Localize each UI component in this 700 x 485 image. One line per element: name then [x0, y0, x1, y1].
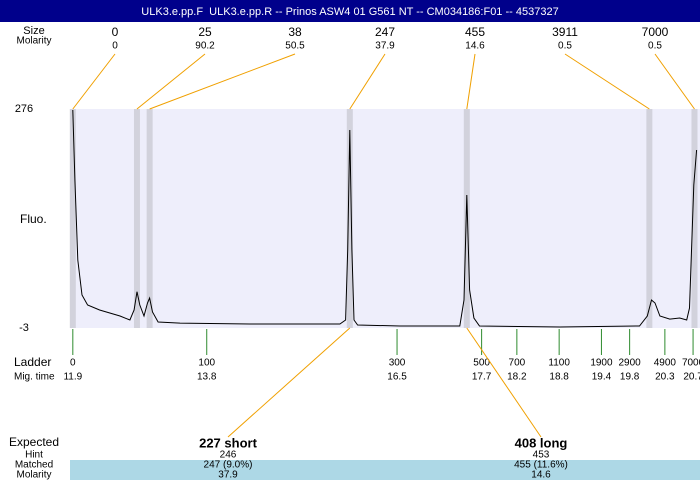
ladder-size: 4900	[654, 358, 677, 369]
row-label: Molarity	[16, 36, 51, 47]
ladder-mig-time: 17.7	[472, 372, 492, 383]
trace	[72, 109, 698, 328]
ladder-size: 0	[70, 358, 76, 369]
peak-molarity: 0.5	[648, 41, 662, 52]
molarity: 14.6	[531, 470, 551, 480]
expected-connector	[466, 327, 542, 438]
expected-name: 408 long	[515, 435, 568, 450]
peak-size: 3911	[552, 25, 578, 39]
y-axis-label: Fluo.	[20, 212, 47, 226]
ladder-mig-time: 20.7	[683, 372, 700, 383]
matched-band	[70, 460, 700, 480]
ladder-size: 7000	[682, 358, 700, 369]
row-label: Ladder	[14, 355, 51, 369]
row-label: Mig. time	[14, 372, 55, 383]
ladder-mig-time: 19.8	[620, 372, 640, 383]
y-tick-label: 276	[15, 103, 33, 115]
row-label: Matched	[15, 460, 53, 471]
peak-connector	[466, 53, 476, 110]
ladder-size: 1100	[548, 358, 570, 369]
hint: 453	[533, 450, 550, 461]
ladder-size: 100	[198, 358, 215, 369]
peak-connector	[72, 53, 116, 110]
peak-connector	[564, 53, 650, 110]
ladder-mig-time: 13.8	[197, 372, 217, 383]
ladder-mig-time: 19.4	[592, 372, 612, 383]
peak-connector	[654, 53, 695, 110]
peak-molarity: 37.9	[375, 41, 395, 52]
peak-band	[69, 109, 76, 328]
ladder-size: 2900	[619, 358, 642, 369]
peak-band	[463, 109, 470, 328]
ladder-mig-time: 18.8	[549, 372, 569, 383]
ladder-size: 1900	[590, 358, 613, 369]
plot-area	[70, 109, 700, 328]
matched: 455 (11.6%)	[514, 460, 568, 471]
peak-molarity: 0.5	[558, 41, 572, 52]
title-bar	[0, 0, 700, 22]
peak-size: 455	[465, 25, 485, 39]
expected-label: Expected	[9, 435, 59, 449]
ladder-size: 700	[509, 358, 526, 369]
peak-band	[691, 109, 698, 328]
peak-size: 247	[375, 25, 395, 39]
peak-size: 38	[288, 25, 302, 39]
row-label: Molarity	[16, 470, 51, 480]
row-label: Size	[23, 25, 44, 37]
ladder-size: 300	[389, 358, 406, 369]
ladder-size: 500	[473, 358, 490, 369]
peak-band	[146, 109, 153, 328]
title: ULK3.e.pp.F ULK3.e.pp.R -- Prinos ASW4 0…	[141, 6, 558, 18]
peak-connector	[349, 53, 386, 110]
y-tick-label: -3	[19, 322, 29, 334]
ladder-mig-time: 18.2	[507, 372, 527, 383]
ladder-mig-time: 11.9	[63, 372, 82, 383]
peak-molarity: 50.5	[285, 41, 305, 52]
peak-size: 7000	[642, 25, 669, 39]
peak-size: 25	[198, 25, 212, 39]
matched: 247 (9.0%)	[204, 460, 253, 471]
peak-molarity: 14.6	[465, 41, 485, 52]
ladder-mig-time: 20.3	[655, 372, 675, 383]
peak-molarity: 0	[112, 41, 118, 52]
peak-molarity: 90.2	[195, 41, 215, 52]
ladder-mig-time: 16.5	[387, 372, 407, 383]
peak-band	[346, 109, 353, 328]
expected-connector	[227, 327, 351, 438]
row-label: Hint	[25, 450, 43, 461]
expected-name: 227 short	[199, 435, 257, 450]
peak-connector	[149, 53, 296, 110]
peak-connector	[136, 53, 206, 110]
peak-size: 0	[112, 25, 119, 39]
peak-band	[133, 109, 140, 328]
molarity: 37.9	[218, 470, 238, 480]
peak-band	[646, 109, 653, 328]
hint: 246	[220, 450, 237, 461]
